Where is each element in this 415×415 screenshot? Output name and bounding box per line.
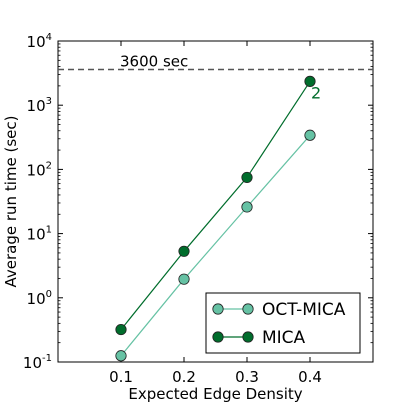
data-point [241,201,253,213]
y-tick-label: 10-1 [23,353,52,372]
plot-frame [57,40,374,363]
x-tick-label: 0.3 [235,368,259,386]
y-axis-label: Average run time (sec) [2,116,20,288]
legend-box [205,292,361,354]
data-point [178,273,190,285]
data-point [241,171,253,184]
annotation-label: 2 [311,83,321,102]
y-tick-label: 104 [27,32,52,51]
series-line [120,134,311,357]
y-tick-label: 100 [27,289,52,308]
data-point [115,323,127,336]
legend-marker [242,303,254,315]
x-axis-label: Expected Edge Density [128,385,302,403]
y-tick-label-exponent: 4 [46,32,52,43]
series-mica [115,75,316,336]
y-tick-label-base: 10 [23,354,42,372]
y-tick-label-exponent: 0 [46,289,52,300]
data-point [304,75,316,87]
y-minor-ticks [58,43,373,344]
y-tick-label: 103 [27,96,52,115]
legend-label: MICA [262,328,306,348]
reference-line-label: 3600 sec [120,52,188,70]
legend-marker [242,331,254,343]
x-tick-label: 0.1 [109,368,133,386]
data-point [178,245,190,257]
y-tick-label: 101 [27,225,52,244]
y-tick-label-base: 10 [27,290,46,308]
y-tick-label-exponent: -1 [42,353,52,364]
y-tick-label-base: 10 [27,226,46,244]
y-tick-label-base: 10 [27,97,46,115]
y-tick-label-exponent: 1 [46,225,52,236]
y-tick-label: 102 [27,160,52,179]
legend-label: OCT-MICA [262,300,346,320]
y-tick-label-exponent: 3 [46,96,52,107]
series-oct-mica [115,129,316,362]
x-tick-label: 0.2 [172,368,196,386]
legend-marker [212,331,224,343]
y-tick-label-exponent: 2 [46,160,52,171]
y-tick-label-base: 10 [27,161,46,179]
x-tick-label: 0.4 [298,368,322,386]
legend-marker [212,303,224,315]
y-tick-label-base: 10 [27,33,46,51]
data-point [115,350,127,362]
legend: OCT-MICA MICA [205,292,361,354]
series-line [120,81,311,330]
data-point [304,129,316,141]
